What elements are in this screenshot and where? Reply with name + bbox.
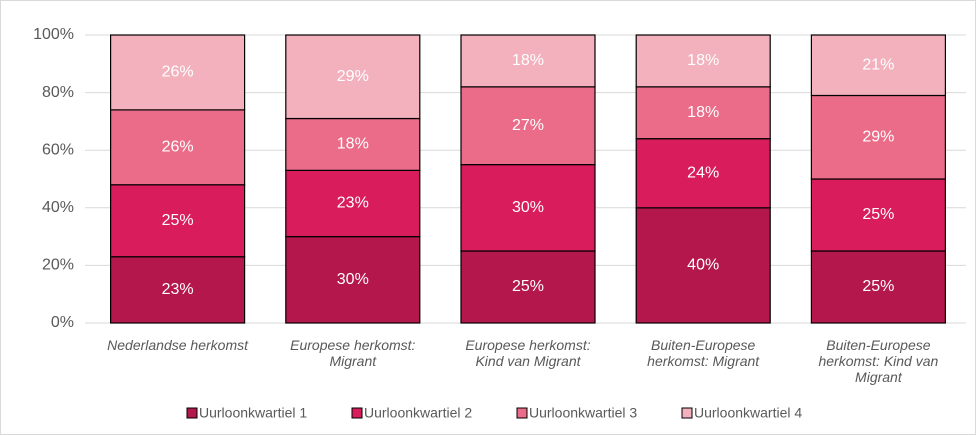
x-tick-label: Europese herkomst: Kind van Migrant xyxy=(465,337,591,369)
bar-segment xyxy=(635,34,771,88)
legend-swatch xyxy=(351,407,363,419)
bar-segment xyxy=(635,207,771,324)
x-tick-label: Buiten-Europese herkomst: Migrant xyxy=(647,337,760,369)
bar-segment xyxy=(810,178,947,252)
data-label: 30% xyxy=(512,199,544,216)
y-tick-label: 40% xyxy=(42,199,74,216)
data-label: 18% xyxy=(687,104,719,121)
data-label: 18% xyxy=(687,52,719,69)
data-label: 24% xyxy=(687,164,719,181)
data-label: 18% xyxy=(337,136,369,153)
legend-label: Uurloonkwartiel 3 xyxy=(529,405,637,421)
data-label: 30% xyxy=(337,271,369,288)
legend-swatch xyxy=(186,407,198,419)
bar-segment xyxy=(109,34,246,111)
bar-segment xyxy=(109,109,246,186)
bar-segment xyxy=(460,86,596,166)
legend-swatch xyxy=(681,407,693,419)
x-tick-label: Nederlandse herkomst xyxy=(107,337,249,353)
legend-label: Uurloonkwartiel 4 xyxy=(694,405,802,421)
bar-segment xyxy=(285,34,421,120)
data-label: 26% xyxy=(162,64,194,81)
bar-segment xyxy=(109,256,246,324)
legend-label: Uurloonkwartiel 2 xyxy=(364,405,472,421)
bar-segment xyxy=(460,250,596,324)
bar-segment xyxy=(460,34,596,88)
data-label: 18% xyxy=(512,52,544,69)
bar-segment xyxy=(635,138,771,209)
data-label: 27% xyxy=(512,117,544,134)
data-label: 25% xyxy=(862,278,894,295)
y-tick-label: 20% xyxy=(42,257,74,274)
data-label: 25% xyxy=(512,278,544,295)
data-label: 29% xyxy=(862,128,894,145)
data-label: 25% xyxy=(162,212,194,229)
bar-segment xyxy=(285,236,421,324)
data-label: 21% xyxy=(862,56,894,73)
y-tick-label: 80% xyxy=(42,84,74,101)
data-label: 29% xyxy=(337,68,369,85)
legend-label: Uurloonkwartiel 1 xyxy=(199,405,307,421)
bar-segment xyxy=(285,169,421,238)
data-label: 40% xyxy=(687,257,719,274)
y-tick-label: 0% xyxy=(51,314,74,331)
data-label: 25% xyxy=(862,206,894,223)
data-label: 23% xyxy=(162,281,194,298)
bar-segment xyxy=(810,94,947,180)
bar-segment xyxy=(810,34,947,97)
x-tick-label: Europese herkomst: Migrant xyxy=(290,337,416,369)
y-tick-label: 60% xyxy=(42,141,74,158)
bar-segment xyxy=(810,250,947,324)
y-tick-label: 100% xyxy=(33,26,74,43)
x-tick-label: Buiten-Europese herkomst: Kind van Migra… xyxy=(818,337,939,385)
data-label: 23% xyxy=(337,195,369,212)
bar-segment xyxy=(109,184,246,258)
bar-segment xyxy=(635,86,771,140)
data-label: 26% xyxy=(162,139,194,156)
legend-swatch xyxy=(516,407,528,419)
bar-segment xyxy=(460,164,596,252)
